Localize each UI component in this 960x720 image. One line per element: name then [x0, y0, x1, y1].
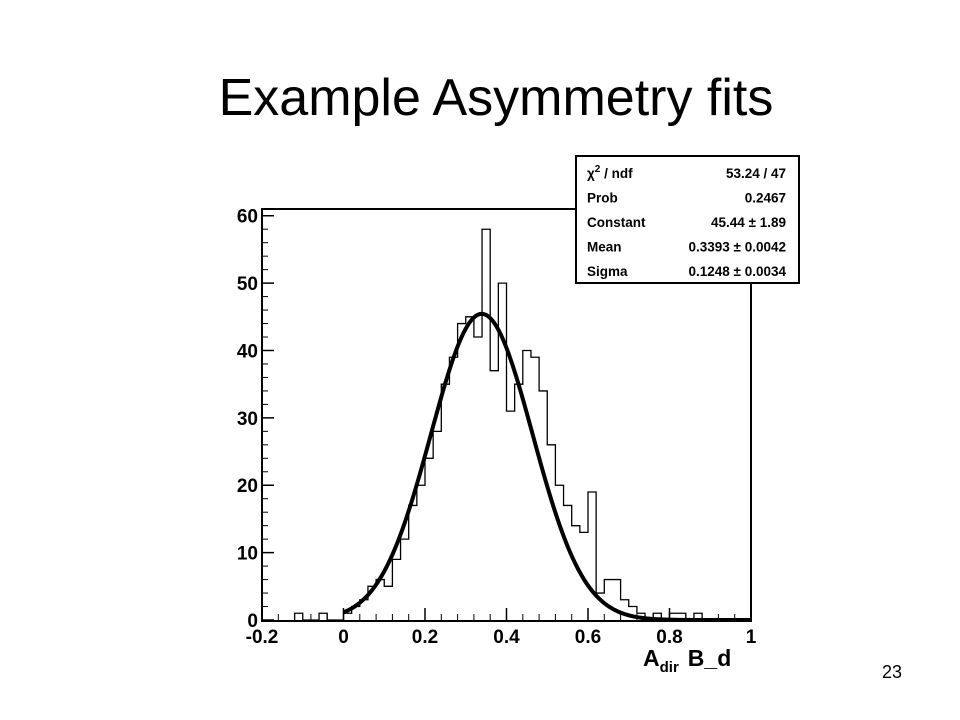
- axis-ticks: [261, 214, 752, 621]
- stats-label: Mean: [587, 240, 622, 255]
- stats-label-rest: / ndf: [600, 166, 633, 181]
- y-tick-label: 40: [237, 341, 258, 362]
- histogram-bin: [539, 391, 547, 620]
- stats-label: Constant: [587, 215, 646, 230]
- histogram-bin: [507, 411, 515, 620]
- stats-label-main: χ: [587, 166, 595, 181]
- histogram-bin: [392, 559, 400, 620]
- x-tick-label: 0.8: [656, 627, 682, 648]
- histogram-bin: [458, 324, 466, 620]
- x-tick-label: 0.6: [575, 627, 601, 648]
- fit-stats-box: χ2 / ndf 53.24 / 47 Prob 0.2467 Constant 45.4…: [575, 155, 800, 284]
- histogram-bins: [293, 228, 719, 621]
- stats-value: 0.1248 ± 0.0034: [689, 264, 787, 279]
- histogram-bin: [433, 431, 441, 620]
- x-tick-labels: -0.2 0 0.2 0.4 0.6 0.8 1: [246, 627, 757, 648]
- histogram-bin: [295, 613, 303, 620]
- x-axis-title-subscript: dir: [660, 659, 679, 676]
- y-tick-label: 60: [237, 207, 258, 228]
- stats-label-main: Prob: [587, 191, 618, 206]
- histogram-bin: [515, 384, 523, 620]
- histogram-bin: [531, 357, 539, 620]
- stats-label: χ2 / ndf: [587, 164, 633, 181]
- histogram-bin: [409, 505, 417, 620]
- stats-label: Sigma: [587, 264, 628, 279]
- x-tick-label: 0.2: [412, 627, 438, 648]
- stats-value: 0.2467: [745, 191, 786, 206]
- stats-rows: χ2 / ndf 53.24 / 47 Prob 0.2467 Constant 45.4…: [587, 164, 786, 279]
- stats-value: 53.24 / 47: [726, 166, 786, 181]
- histogram-bin: [474, 337, 482, 620]
- histogram-bin: [604, 580, 612, 620]
- y-tick-label: 30: [237, 409, 258, 430]
- x-tick-label: 0.4: [493, 627, 520, 648]
- histogram-bin: [384, 586, 392, 620]
- slide-title: Example Asymmetry fits: [218, 69, 774, 127]
- histogram-bin: [547, 445, 555, 620]
- histogram-bin: [319, 613, 327, 620]
- histogram-bin: [344, 613, 352, 620]
- slide-number: 23: [881, 662, 902, 682]
- plot-frame: [261, 208, 752, 622]
- x-axis-title: Adir B_d: [643, 645, 731, 676]
- stats-value: 45.44 ± 1.89: [711, 215, 786, 230]
- y-tick-label: 10: [237, 544, 258, 565]
- histogram-bin: [490, 371, 498, 620]
- stats-label-main: Constant: [587, 215, 646, 230]
- y-tick-labels: 0 10 20 30 40 50 60: [237, 207, 258, 632]
- stats-label-main: Mean: [587, 240, 622, 255]
- histogram-bin: [449, 357, 457, 620]
- histogram-bin: [523, 350, 531, 620]
- y-tick-label: 20: [237, 476, 258, 497]
- stats-value: 0.3393 ± 0.0042: [689, 240, 787, 255]
- x-tick-label: -0.2: [246, 627, 279, 648]
- histogram-bin: [401, 539, 409, 620]
- stats-box-frame: [575, 155, 800, 284]
- x-tick-label: 0: [338, 627, 349, 648]
- histogram-bin: [466, 317, 474, 620]
- histogram-bin: [425, 458, 433, 620]
- x-axis-title-main: A: [643, 645, 660, 671]
- stats-label: Prob: [587, 191, 618, 206]
- histogram-bin: [417, 485, 425, 620]
- x-axis-title-rest: B_d: [688, 645, 731, 671]
- histogram-bin: [555, 485, 563, 620]
- histogram-bin: [588, 492, 596, 620]
- histogram-bin: [482, 229, 490, 620]
- histogram-bin: [441, 384, 449, 620]
- gaussian-fit-curve: [342, 311, 751, 622]
- x-tick-label: 1: [746, 627, 757, 648]
- stats-label-main: Sigma: [587, 264, 628, 279]
- stats-label-superscript: 2: [595, 164, 601, 175]
- y-tick-label: 0: [247, 611, 258, 632]
- histogram-bin: [564, 505, 572, 620]
- y-tick-label: 50: [237, 274, 258, 295]
